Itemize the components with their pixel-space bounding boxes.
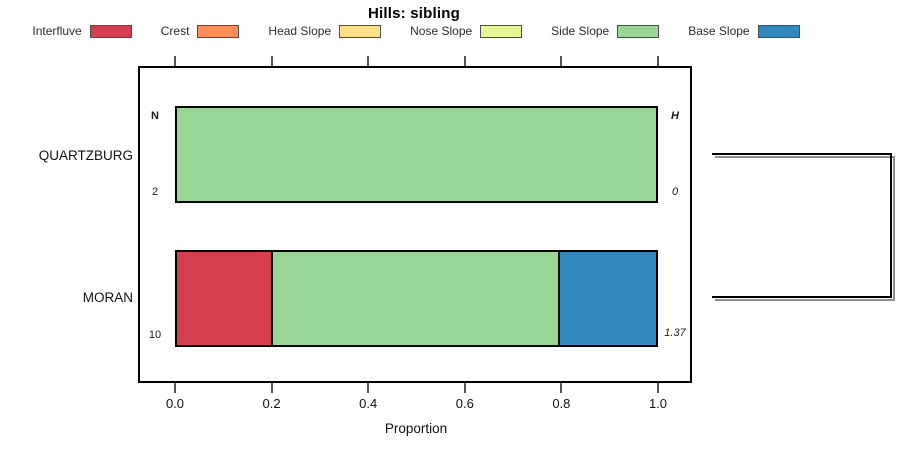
legend-item-interfluve: Interfluve xyxy=(32,24,132,38)
bar-segment-base-slope xyxy=(560,252,656,345)
x-tick-bottom xyxy=(463,383,466,393)
cluster-bracket xyxy=(712,153,892,298)
category-label-moran: MORAN xyxy=(82,290,133,305)
category-label-quartzburg: QUARTZBURG xyxy=(38,148,133,163)
legend-label: Nose Slope xyxy=(410,24,473,38)
x-tick-top xyxy=(560,56,563,66)
legend-label: Side Slope xyxy=(551,24,610,38)
x-tick-bottom xyxy=(657,383,659,393)
legend: Interfluve Crest Head Slope Nose Slope Side … xyxy=(0,24,832,38)
x-tick-bottom xyxy=(270,383,273,393)
x-tick-top xyxy=(657,56,659,66)
legend-label: Crest xyxy=(160,24,190,38)
legend-item-base-slope: Base Slope xyxy=(688,24,800,38)
n-column-header: N xyxy=(151,110,159,122)
x-tick-label: 1.0 xyxy=(648,396,668,411)
x-tick-label: 0.4 xyxy=(359,396,378,411)
h-column-header: H xyxy=(671,110,679,122)
bar-segment-interfluve xyxy=(177,252,273,345)
bar-segment-side-slope xyxy=(272,252,561,345)
x-tick-bottom xyxy=(367,383,370,393)
x-tick-top xyxy=(463,56,466,66)
h-value-quartzburg: 0 xyxy=(671,186,679,198)
bar-moran xyxy=(175,250,658,347)
x-tick-label: 0.2 xyxy=(262,396,281,411)
legend-swatch xyxy=(89,24,132,38)
x-axis-title: Proportion xyxy=(384,421,448,436)
legend-item-crest: Crest xyxy=(161,24,240,38)
chart-title: Hills: sibling xyxy=(368,5,460,22)
legend-swatch xyxy=(339,24,382,38)
n-value-moran: 10 xyxy=(148,329,162,341)
legend-label: Base Slope xyxy=(688,24,750,38)
x-tick-bottom xyxy=(174,383,176,393)
legend-swatch xyxy=(480,24,523,38)
legend-swatch xyxy=(197,24,240,38)
legend-label: Head Slope xyxy=(268,24,332,38)
bar-segment-side-slope xyxy=(177,108,656,201)
x-tick-label: 0.6 xyxy=(455,396,474,411)
h-value-moran: 1.37 xyxy=(664,327,686,339)
x-tick-label: 0.0 xyxy=(165,396,185,411)
cluster-bracket-shadow xyxy=(715,156,895,301)
x-tick-top xyxy=(270,56,273,66)
legend-label: Interfluve xyxy=(32,24,82,38)
legend-item-side-slope: Side Slope xyxy=(551,24,660,38)
bar-quartzburg xyxy=(175,106,658,203)
legend-swatch xyxy=(617,24,660,38)
x-tick-top xyxy=(174,56,176,66)
x-tick-top xyxy=(367,56,370,66)
n-value-quartzburg: 2 xyxy=(151,186,159,198)
x-tick-bottom xyxy=(560,383,563,393)
x-tick-label: 0.8 xyxy=(552,396,571,411)
legend-item-nose-slope: Nose Slope xyxy=(410,24,523,38)
legend-swatch xyxy=(757,24,800,38)
legend-item-head-slope: Head Slope xyxy=(268,24,382,38)
